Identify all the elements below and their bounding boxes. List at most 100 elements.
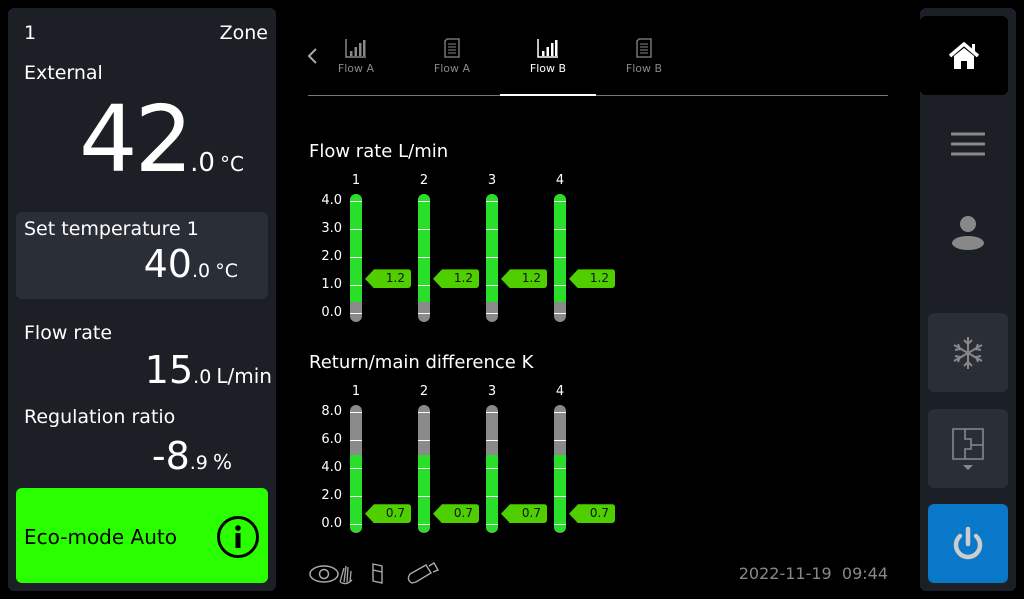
- power-button[interactable]: [928, 504, 1008, 583]
- floorplan-button[interactable]: [928, 409, 1008, 488]
- menu-button[interactable]: [928, 104, 1008, 183]
- user-button[interactable]: [928, 192, 1008, 271]
- home-icon: [948, 41, 980, 69]
- bar-tick-line: [418, 496, 430, 497]
- value-label: 0.7: [365, 504, 411, 524]
- ok-range-segment: [350, 455, 362, 533]
- flow-int: 15: [144, 348, 194, 392]
- reg-int: -8: [151, 434, 190, 478]
- external-temperature: 42.0 °C: [79, 94, 244, 186]
- bar-tick-line: [486, 440, 498, 441]
- bar-2: [418, 194, 430, 322]
- bar-tick-line: [350, 257, 362, 258]
- bar-tick-line: [350, 229, 362, 230]
- eco-mode-label: Eco-mode Auto: [24, 525, 177, 549]
- eye-hand-icon[interactable]: [308, 562, 354, 586]
- set-temperature-button[interactable]: Set temperature 1 40.0 °C: [16, 212, 268, 299]
- bar-tick-line: [486, 468, 498, 469]
- bar-tick-line: [554, 440, 566, 441]
- tab-3[interactable]: Flow B: [596, 38, 692, 75]
- bar-tick-line: [554, 201, 566, 202]
- phone-icon[interactable]: [370, 561, 386, 585]
- bar-tick-line: [418, 285, 430, 286]
- column-label: 1: [351, 384, 361, 399]
- info-icon[interactable]: [216, 515, 260, 559]
- flow-rate-value: 15.0 L/min: [145, 348, 272, 392]
- set-temperature-value: 40.0 °C: [144, 242, 238, 286]
- tab-label: Flow A: [433, 62, 471, 75]
- sidebar: [920, 8, 1016, 591]
- bar-tick-line: [486, 229, 498, 230]
- external-label: External: [24, 62, 103, 84]
- tab-2[interactable]: Flow B: [500, 38, 596, 75]
- ok-range-segment: [418, 194, 430, 302]
- set-int: 40: [143, 242, 192, 286]
- menu-icon: [951, 132, 985, 155]
- usb-stick-icon[interactable]: [406, 561, 442, 585]
- eco-mode-button[interactable]: Eco-mode Auto: [16, 488, 268, 583]
- bar-tick-line: [418, 524, 430, 525]
- column-label: 3: [487, 173, 497, 188]
- ok-range-segment: [554, 455, 566, 533]
- column-label: 4: [555, 173, 565, 188]
- flow-dec: .0: [193, 366, 212, 388]
- bar-4: [554, 405, 566, 533]
- column-label: 1: [351, 173, 361, 188]
- bar-4: [554, 194, 566, 322]
- bar-tick-line: [486, 496, 498, 497]
- home-button[interactable]: [920, 16, 1008, 95]
- cooling-button[interactable]: [928, 313, 1008, 392]
- bar-tick-line: [350, 313, 362, 314]
- bar-tick-line: [350, 440, 362, 441]
- y-tick-label: 2.0: [321, 488, 342, 503]
- bar-1: [350, 405, 362, 533]
- bar-tick-line: [554, 229, 566, 230]
- bar-tick-line: [554, 285, 566, 286]
- bar-tick-line: [418, 229, 430, 230]
- bar-tick-line: [350, 496, 362, 497]
- chevron-left-icon[interactable]: [306, 46, 320, 66]
- time: 09:44: [841, 564, 888, 583]
- y-tick-label: 0.0: [321, 305, 342, 320]
- reg-dec: .9: [189, 452, 208, 474]
- active-tab-indicator: [500, 94, 596, 96]
- value-label: 0.7: [433, 504, 479, 524]
- y-tick-label: 0.0: [321, 516, 342, 531]
- bar-tick-line: [350, 412, 362, 413]
- bar-tick-line: [418, 201, 430, 202]
- bar-tick-line: [418, 412, 430, 413]
- column-label: 2: [419, 384, 429, 399]
- bar-2: [418, 405, 430, 533]
- bar-tick-line: [486, 313, 498, 314]
- bar-tick-line: [350, 468, 362, 469]
- bar-tick-line: [554, 496, 566, 497]
- value-label: 0.7: [569, 504, 615, 524]
- flow-unit: L/min: [216, 364, 272, 388]
- chart-title-flow-rate: Flow rate L/min: [309, 141, 449, 162]
- tab-0[interactable]: Flow A: [308, 38, 404, 75]
- y-tick-label: 2.0: [321, 249, 342, 264]
- ok-range-segment: [418, 455, 430, 533]
- bar-tick-line: [486, 201, 498, 202]
- zone-label: Zone: [219, 22, 268, 44]
- tab-1[interactable]: Flow A: [404, 38, 500, 75]
- bar-chart-icon: [537, 39, 558, 58]
- tab-label: Flow A: [337, 62, 375, 75]
- tab-divider: [308, 95, 888, 96]
- bar-tick-line: [486, 524, 498, 525]
- set-temperature-label: Set temperature 1: [24, 218, 199, 240]
- bar-tick-line: [350, 201, 362, 202]
- y-tick-label: 4.0: [321, 460, 342, 475]
- bar-tick-line: [486, 412, 498, 413]
- ok-range-segment: [486, 194, 498, 302]
- bar-tick-line: [350, 285, 362, 286]
- flow-rate-label: Flow rate: [24, 322, 113, 344]
- bar-tick-line: [554, 257, 566, 258]
- external-unit: °C: [220, 152, 244, 176]
- bar-tick-line: [486, 285, 498, 286]
- ok-range-segment: [350, 194, 362, 302]
- bar-tick-line: [418, 313, 430, 314]
- zone-panel: 1 Zone External 42.0 °C Set temperature …: [8, 8, 276, 591]
- external-int: 42: [79, 86, 193, 193]
- bar-chart-icon: [345, 39, 366, 58]
